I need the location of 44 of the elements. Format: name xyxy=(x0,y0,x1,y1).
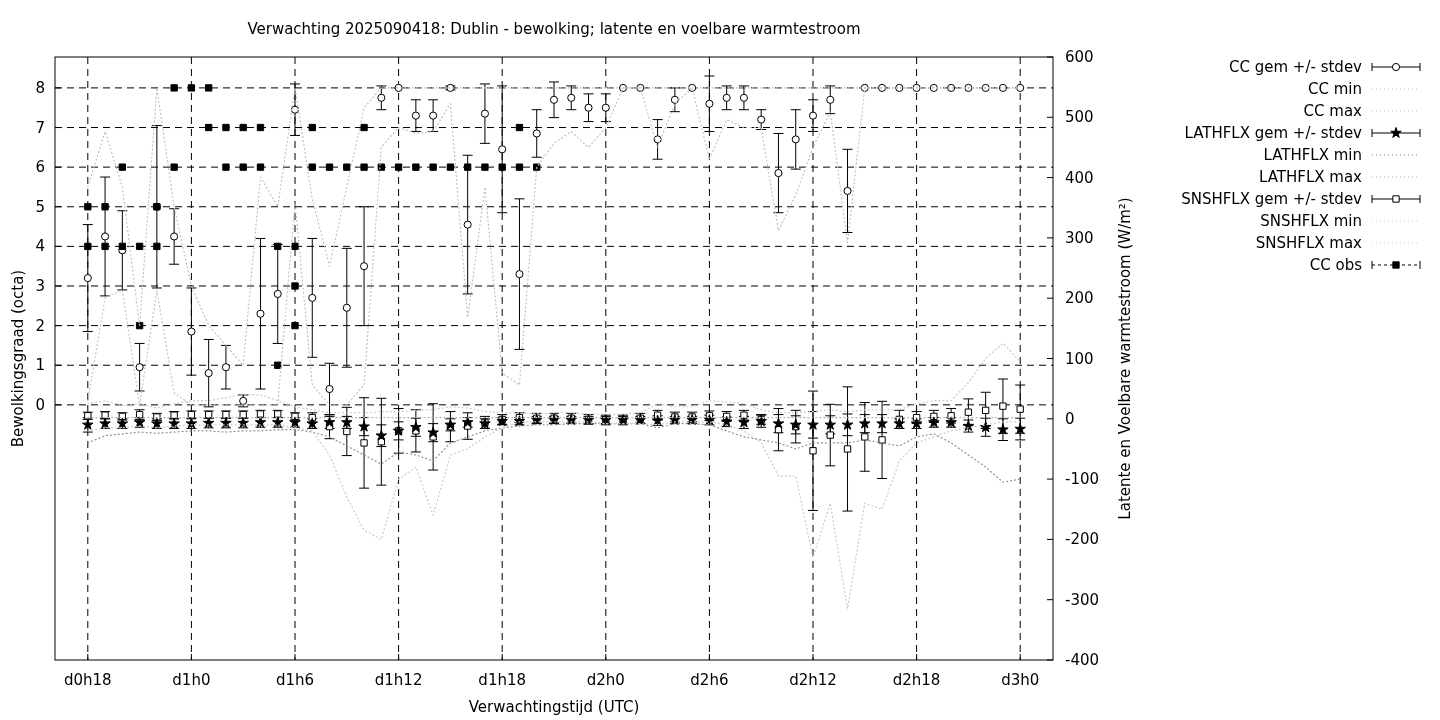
y-tick-label: 2 xyxy=(35,316,45,335)
y2-tick-label: -400 xyxy=(1065,651,1100,669)
y-tick-label: 4 xyxy=(35,237,45,256)
y2-tick-label: 600 xyxy=(1065,48,1094,66)
x-tick-label: d1h6 xyxy=(275,671,315,689)
y2-tick-label: -200 xyxy=(1065,530,1100,549)
x-tick-label: d2h12 xyxy=(789,671,837,689)
y2-tick-label: -100 xyxy=(1065,470,1100,489)
legend-label: LATHFLX max xyxy=(1259,168,1363,186)
legend-label: LATHFLX gem +/- stdev xyxy=(1184,124,1363,142)
legend-label: LATHFLX min xyxy=(1263,146,1362,164)
legend-label: SNSHFLX gem +/- stdev xyxy=(1181,190,1363,208)
legend-label: SNSHFLX max xyxy=(1255,234,1363,252)
y2-tick-label: 200 xyxy=(1065,289,1094,308)
x-axis-title: Verwachtingstijd (UTC) xyxy=(468,698,640,716)
legend-label: CC gem +/- stdev xyxy=(1229,58,1363,76)
y2-tick-label: 0 xyxy=(1065,409,1075,428)
x-tick-label: d1h18 xyxy=(478,671,527,689)
x-tick-label: d0h18 xyxy=(63,671,112,689)
y-tick-label: 8 xyxy=(35,78,45,97)
y-tick-label: 5 xyxy=(35,197,45,216)
x-tick-label: d1h0 xyxy=(172,671,211,689)
y2-tick-label: 400 xyxy=(1065,168,1094,187)
y2-tick-label: 100 xyxy=(1065,349,1094,368)
legend-label: CC min xyxy=(1307,80,1362,98)
legend-label: SNSHFLX min xyxy=(1260,212,1362,230)
chart-title: Verwachting 2025090418: Dublin - bewolking; latente en voelbare warmtestroom xyxy=(247,20,861,38)
y2-tick-label: 500 xyxy=(1065,108,1094,127)
x-tick-label: d2h18 xyxy=(892,671,941,689)
legend-label: CC obs xyxy=(1309,256,1363,274)
y2-axis-title: Latente en Voelbare warmtestroom (W/m²) xyxy=(1116,197,1134,520)
y-tick-label: 7 xyxy=(35,118,45,137)
y-tick-label: 6 xyxy=(35,158,45,177)
y-tick-label: 3 xyxy=(35,277,45,295)
y2-tick-label: 300 xyxy=(1065,228,1094,247)
x-tick-label: d2h6 xyxy=(690,671,729,689)
legend-label: CC max xyxy=(1303,102,1363,120)
x-tick-label: d3h0 xyxy=(1001,671,1040,689)
x-tick-label: d1h12 xyxy=(374,671,423,689)
y-axis-title: Bewolkingsgraad (octa) xyxy=(9,269,27,448)
x-tick-label: d2h0 xyxy=(586,671,625,689)
y-tick-label: 1 xyxy=(35,356,45,375)
y-tick-label: 0 xyxy=(35,395,45,414)
y2-tick-label: -300 xyxy=(1065,590,1100,609)
